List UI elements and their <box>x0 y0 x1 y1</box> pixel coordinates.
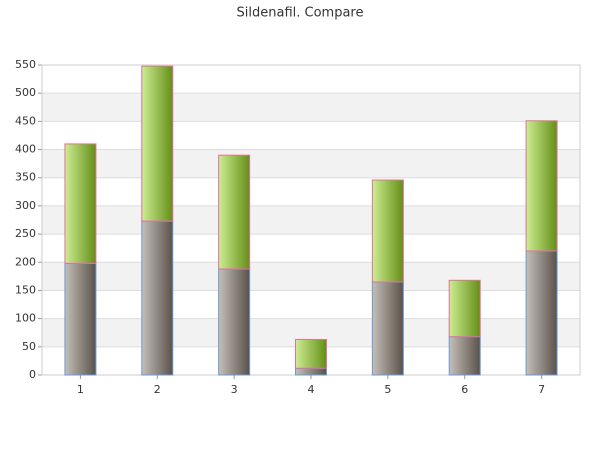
bar-segment <box>141 65 174 222</box>
bar-segment <box>448 336 481 376</box>
bar-segment <box>64 262 97 376</box>
y-tick-label: 250 <box>15 227 36 240</box>
grid-band <box>42 262 580 291</box>
x-tick-label: 2 <box>154 383 161 396</box>
bar-segment <box>525 120 558 252</box>
y-tick-label: 100 <box>15 312 36 325</box>
y-tick-label: 200 <box>15 255 36 268</box>
y-tick-label: 300 <box>15 199 36 212</box>
bar-segment <box>218 268 251 376</box>
y-tick-label: 50 <box>22 340 36 353</box>
grid-band <box>42 205 580 235</box>
x-tick-label: 4 <box>308 383 315 396</box>
y-tick-label: 350 <box>15 171 36 184</box>
chart-title: Sildenafil. Compare <box>237 6 364 21</box>
y-tick-label: 550 <box>15 58 36 71</box>
bar-segment <box>371 281 404 376</box>
y-tick-label: 500 <box>15 86 36 99</box>
grid-band <box>42 93 580 122</box>
bar-segment <box>141 220 174 376</box>
x-tick-label: 6 <box>461 383 468 396</box>
x-tick-label: 7 <box>538 383 545 396</box>
bar-segment <box>525 250 558 376</box>
y-tick-label: 150 <box>15 283 36 296</box>
bar-segment <box>448 279 481 338</box>
x-tick-label: 3 <box>231 383 238 396</box>
x-tick-label: 1 <box>77 383 84 396</box>
bar-segment <box>295 367 327 376</box>
bar-segment <box>295 338 327 369</box>
y-tick-label: 450 <box>15 114 36 127</box>
y-tick-label: 0 <box>29 368 36 381</box>
y-tick-label: 400 <box>15 143 36 156</box>
x-tick-label: 5 <box>384 383 391 396</box>
bar-segment <box>371 179 404 283</box>
bar-segment <box>218 154 251 270</box>
bar-segment <box>64 143 97 264</box>
grid-band <box>42 149 580 178</box>
